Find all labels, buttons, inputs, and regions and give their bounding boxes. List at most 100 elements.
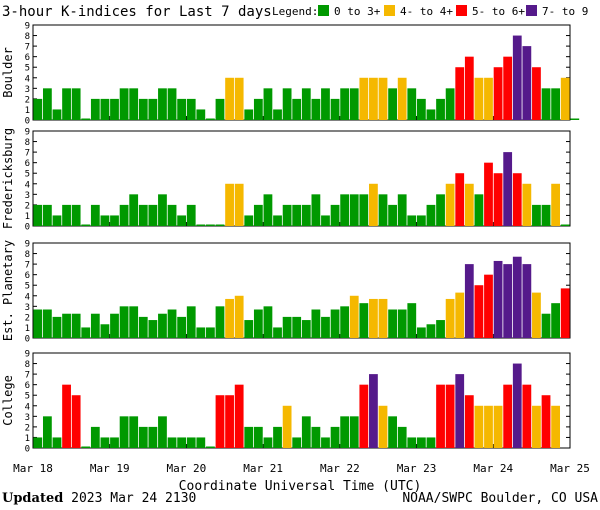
k-index-bar <box>244 320 254 338</box>
k-index-bar <box>90 426 100 448</box>
k-index-bar <box>388 204 397 226</box>
k-index-bar <box>311 194 321 226</box>
k-index-bar <box>340 416 350 448</box>
k-index-bar <box>234 77 244 120</box>
k-index-bar <box>148 426 158 448</box>
chart-title: 3-hour K-indices for Last 7 days <box>2 4 272 20</box>
k-index-bar <box>62 204 71 226</box>
k-index-bar <box>167 204 177 226</box>
k-index-bar <box>560 77 570 120</box>
k-index-bar <box>551 88 561 120</box>
k-index-bar <box>512 256 522 338</box>
k-index-bar <box>215 395 225 448</box>
k-index-bar <box>349 295 359 338</box>
k-index-bar <box>90 98 100 120</box>
k-index-bar <box>474 405 484 448</box>
k-index-bar <box>52 109 62 120</box>
y-tick-label: 1 <box>25 324 30 334</box>
k-index-bar <box>206 446 215 448</box>
k-index-bar <box>263 306 273 338</box>
k-index-bar <box>484 274 493 338</box>
k-index-bar <box>532 67 541 120</box>
k-index-bar <box>206 224 215 226</box>
legend-entry: 5- to 6+ <box>472 5 525 18</box>
k-index-bar <box>110 215 119 226</box>
k-index-bar <box>138 316 148 338</box>
y-tick-label: 2 <box>25 95 30 105</box>
k-index-bar <box>129 416 139 448</box>
k-index-bar <box>52 215 62 226</box>
k-index-bar <box>100 324 110 338</box>
k-index-bar <box>330 309 340 338</box>
k-index-bar <box>493 67 503 120</box>
k-index-bar <box>282 204 292 226</box>
k-index-bar <box>311 309 321 338</box>
k-index-bar <box>541 395 551 448</box>
k-index-bar <box>129 88 139 120</box>
k-index-bar <box>541 88 551 120</box>
k-index-bar <box>206 118 215 120</box>
y-tick-label: 4 <box>25 180 30 190</box>
k-index-bar <box>407 437 417 448</box>
k-index-bar <box>196 224 206 226</box>
y-tick-label: 8 <box>25 32 30 42</box>
k-index-bar <box>129 194 139 226</box>
y-tick-label: 9 <box>25 22 30 32</box>
k-index-bar <box>71 88 81 120</box>
k-index-bar <box>177 98 187 120</box>
legend-entry: 7- to 9 <box>542 5 588 18</box>
k-index-bar <box>311 98 321 120</box>
k-index-bar <box>436 98 445 120</box>
k-index-bar <box>282 316 292 338</box>
k-index-bar <box>369 77 378 120</box>
k-index-bar <box>416 215 426 226</box>
y-tick-label: 5 <box>25 282 30 292</box>
y-tick-label: 3 <box>25 303 30 313</box>
y-tick-label: 0 <box>25 223 30 233</box>
k-index-bar <box>215 306 225 338</box>
y-tick-label: 8 <box>25 138 30 148</box>
k-index-bar <box>225 183 234 226</box>
k-index-bar <box>273 426 282 448</box>
k-index-bar <box>321 88 330 120</box>
k-index-bar <box>541 204 551 226</box>
k-index-bar <box>407 303 417 338</box>
k-index-bar <box>397 77 407 120</box>
k-index-bar <box>512 35 522 120</box>
k-index-bar <box>321 215 330 226</box>
k-index-bar <box>273 215 282 226</box>
k-index-bar <box>551 183 561 226</box>
k-index-bar <box>244 426 254 448</box>
k-index-bar <box>301 320 311 338</box>
k-index-bar <box>321 316 330 338</box>
panel-label: Fredericksburg <box>1 128 15 229</box>
k-index-bar <box>177 316 187 338</box>
y-tick-label: 5 <box>25 392 30 402</box>
updated-label: Updated <box>2 491 64 506</box>
k-index-bar <box>196 437 206 448</box>
k-index-bar <box>532 204 541 226</box>
legend-entry: 4- to 4+ <box>400 5 453 18</box>
k-index-bar <box>167 88 177 120</box>
k-index-bar <box>301 416 311 448</box>
k-index-bar <box>359 303 369 338</box>
k-index-bar <box>474 285 484 338</box>
k-index-bar <box>81 446 91 448</box>
k-index-bar <box>42 416 52 448</box>
k-index-bar <box>397 309 407 338</box>
k-index-bar <box>177 215 187 226</box>
k-index-bar <box>71 313 81 338</box>
k-index-bar <box>426 437 436 448</box>
k-index-bar <box>301 88 311 120</box>
k-index-bar <box>110 98 119 120</box>
k-index-bar <box>378 405 388 448</box>
k-index-bar <box>359 194 369 226</box>
k-index-bar <box>158 194 167 226</box>
y-tick-label: 5 <box>25 170 30 180</box>
k-index-bar <box>301 204 311 226</box>
y-tick-label: 1 <box>25 212 30 222</box>
k-index-bar <box>551 405 561 448</box>
x-tick-label: Mar 25 <box>550 462 590 475</box>
